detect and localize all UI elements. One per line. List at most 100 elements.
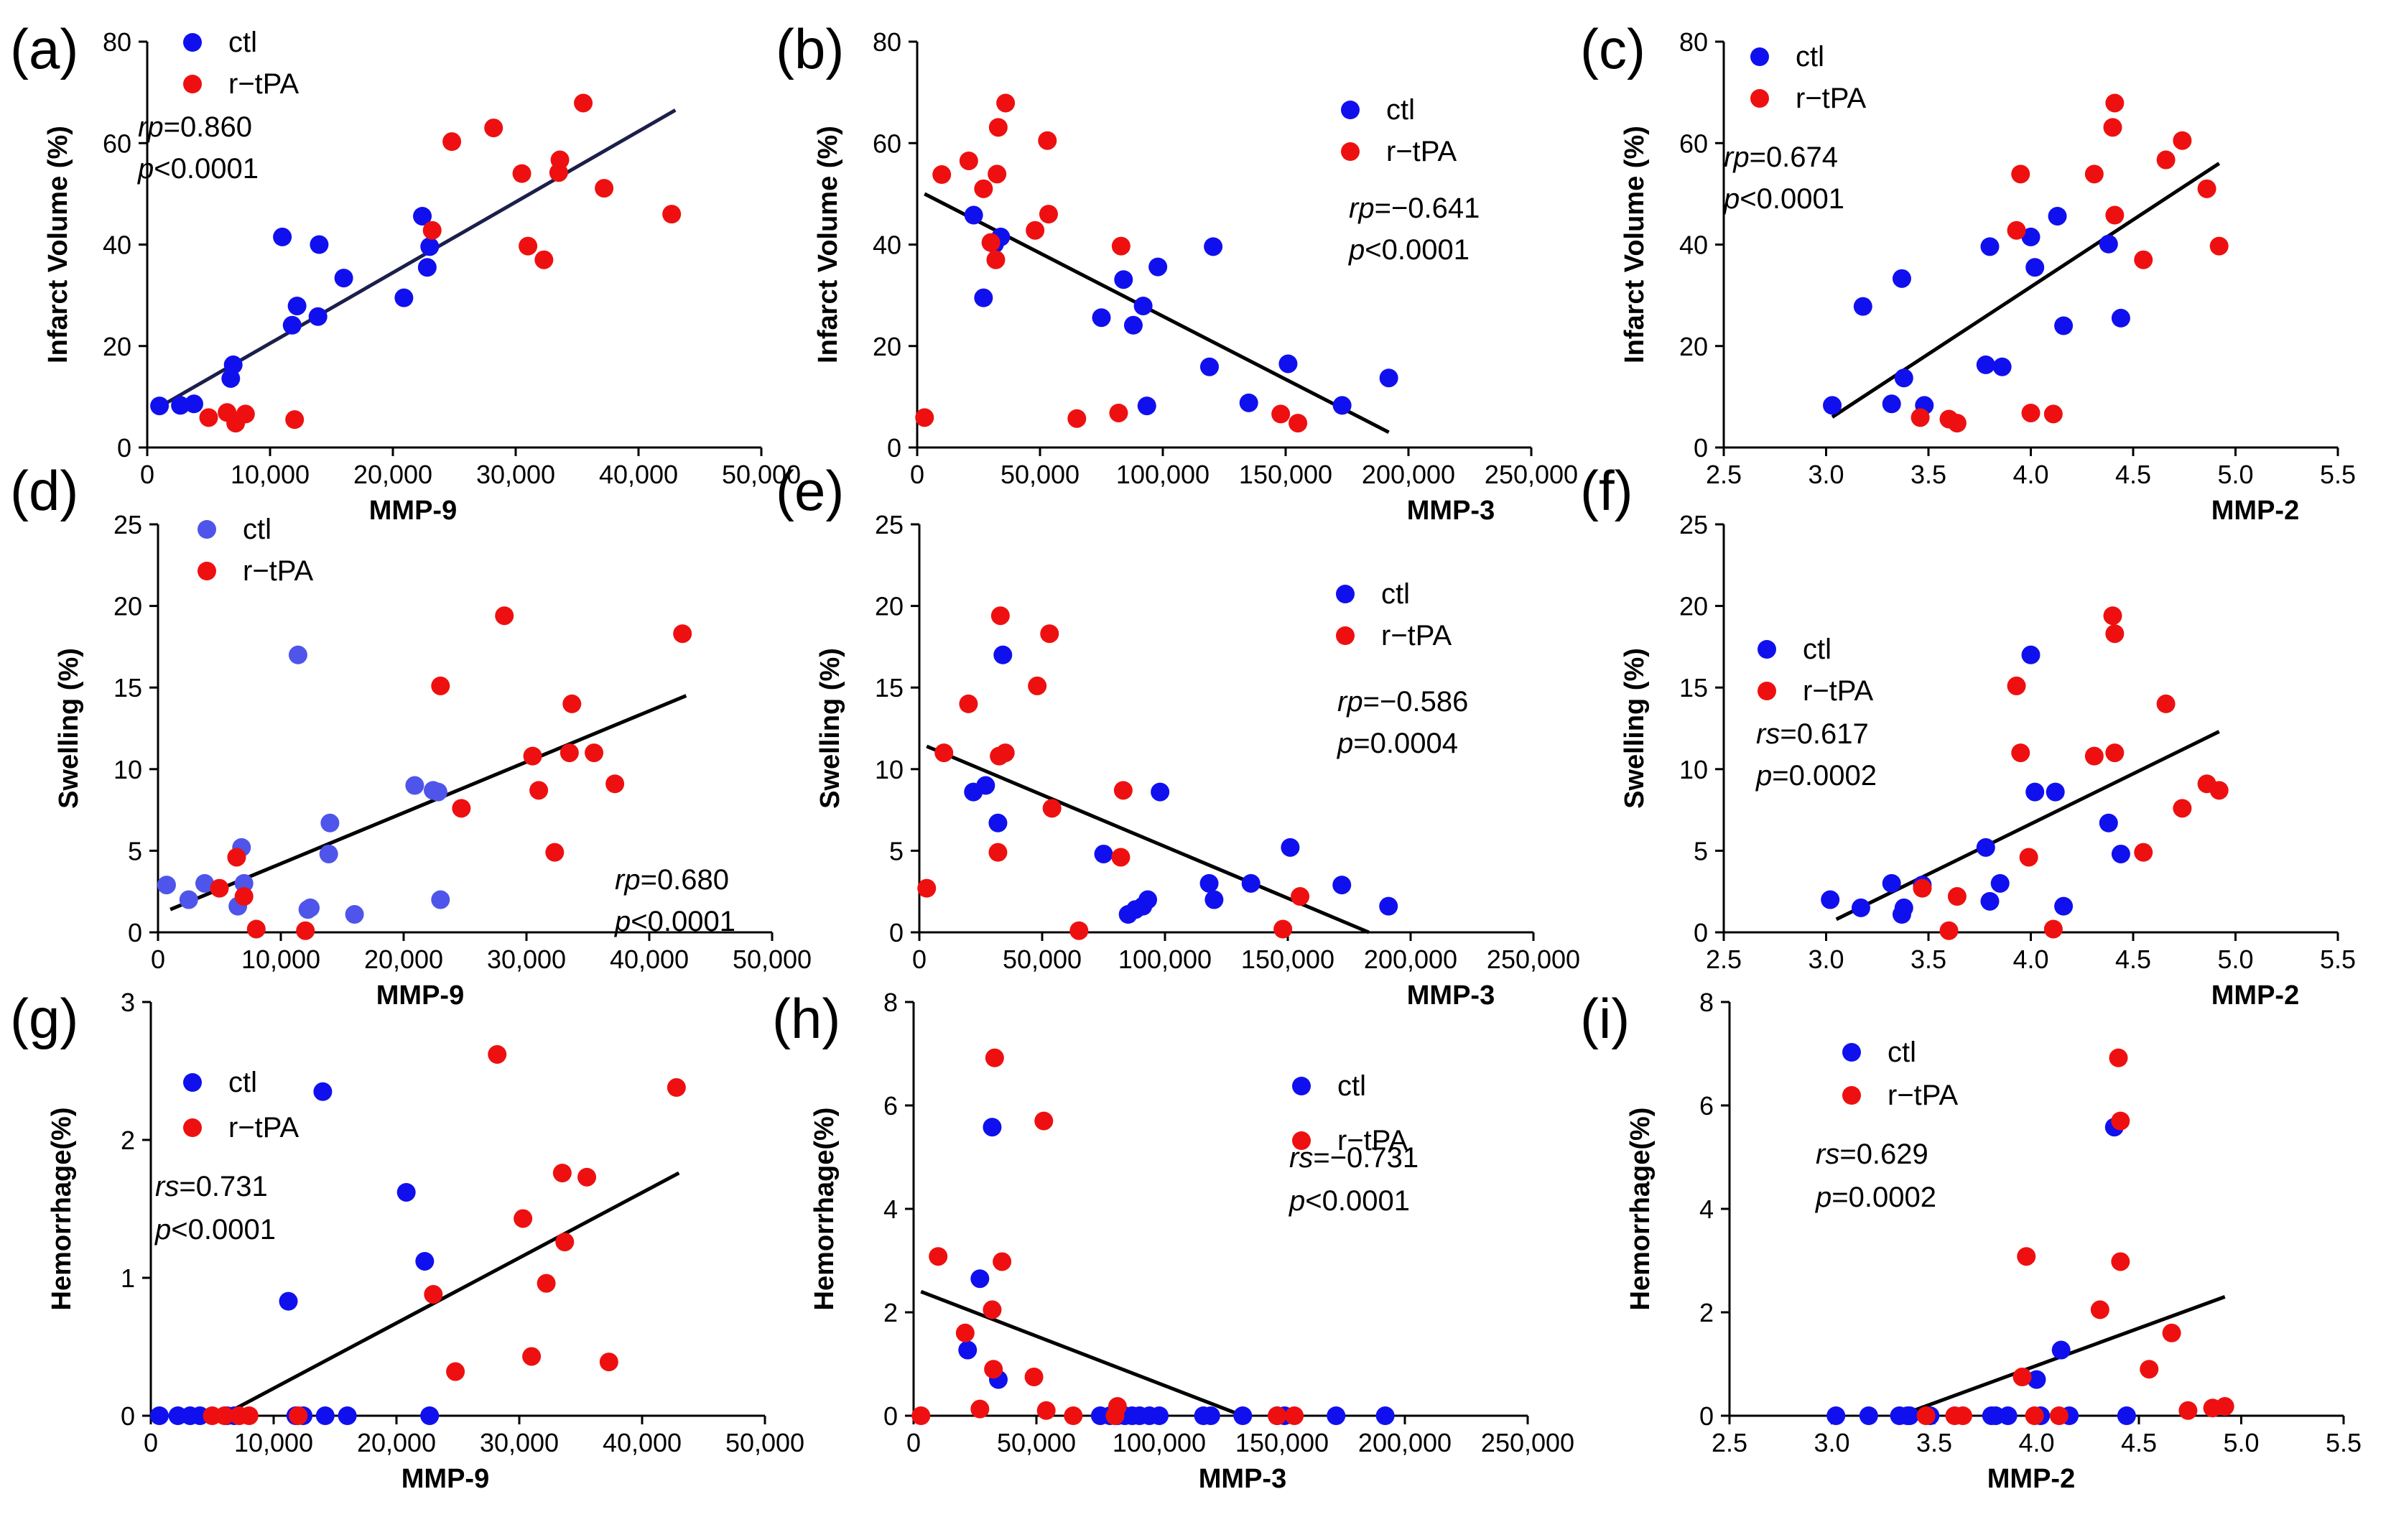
p-value: <0.0001 bbox=[1740, 183, 1844, 215]
x-tick-label: 4.0 bbox=[2012, 945, 2048, 974]
stat-value: =0.629 bbox=[1839, 1138, 1928, 1170]
stat-name: rs bbox=[155, 1171, 179, 1202]
x-tick-label: 40,000 bbox=[610, 945, 689, 974]
rtpa-point bbox=[2111, 1111, 2130, 1131]
legend-marker bbox=[1336, 585, 1355, 603]
legend-label: ctl bbox=[1803, 634, 1831, 665]
rtpa-point bbox=[2209, 236, 2229, 256]
rtpa-point bbox=[446, 1362, 465, 1381]
ctl-point bbox=[301, 898, 320, 917]
rtpa-point bbox=[595, 179, 614, 198]
ctl-point bbox=[345, 905, 364, 924]
rtpa-point bbox=[1913, 878, 1932, 898]
ctl-point bbox=[2046, 782, 2065, 802]
x-tick-label: 200,000 bbox=[1362, 460, 1455, 489]
x-tick-label: 4.5 bbox=[2121, 1428, 2157, 1457]
y-tick-label: 0 bbox=[121, 1401, 135, 1431]
y-tick-label: 1 bbox=[121, 1263, 135, 1293]
ctl-point bbox=[1092, 308, 1111, 328]
p-value-stat: p<0.0001 bbox=[1289, 1185, 1410, 1217]
ctl-point bbox=[1204, 237, 1223, 256]
ctl-point bbox=[273, 227, 292, 246]
rtpa-point bbox=[545, 843, 565, 862]
y-tick-label: 80 bbox=[1679, 27, 1708, 57]
y-tick-label: 40 bbox=[873, 231, 901, 260]
y-tick-label: 6 bbox=[1699, 1091, 1714, 1121]
legend-marker bbox=[1842, 1086, 1861, 1105]
legend-label: r−tPA bbox=[1796, 83, 1867, 114]
legend-marker bbox=[1341, 142, 1360, 161]
rtpa-point bbox=[934, 743, 954, 763]
stat-name: rs bbox=[1289, 1142, 1313, 1174]
rtpa-point bbox=[289, 1406, 308, 1425]
ctl-point bbox=[1882, 394, 1901, 414]
rtpa-point bbox=[2134, 250, 2153, 269]
rtpa-point bbox=[2084, 746, 2104, 766]
rtpa-point bbox=[442, 132, 462, 152]
rtpa-point bbox=[2049, 1406, 2069, 1425]
ctl-point bbox=[2027, 1370, 2046, 1389]
rtpa-point bbox=[1040, 624, 1059, 644]
stat-value: =−0.641 bbox=[1375, 192, 1480, 224]
rtpa-point bbox=[1947, 887, 1967, 906]
ctl-point bbox=[1976, 838, 1995, 857]
x-tick-label: 0 bbox=[151, 945, 165, 974]
rtpa-point bbox=[2178, 1401, 2198, 1420]
rtpa-point bbox=[2156, 694, 2176, 713]
ctl-point bbox=[415, 1251, 435, 1271]
x-tick-label: 2.5 bbox=[1712, 1428, 1747, 1457]
ctl-point bbox=[420, 1406, 440, 1425]
y-tick-label: 20 bbox=[1679, 592, 1708, 621]
rtpa-point bbox=[431, 676, 450, 695]
legend-label: ctl bbox=[1337, 1070, 1366, 1102]
x-tick-label: 20,000 bbox=[357, 1428, 436, 1457]
ctl-point bbox=[234, 873, 254, 893]
y-tick-label: 25 bbox=[1679, 510, 1708, 539]
correlation-stat: rs=0.731 bbox=[155, 1171, 268, 1202]
y-tick-label: 0 bbox=[1694, 918, 1708, 947]
y-tick-label: 60 bbox=[103, 129, 131, 158]
ctl-point bbox=[157, 876, 176, 895]
x-tick-label: 4.0 bbox=[2012, 460, 2048, 489]
legend-marker bbox=[1758, 640, 1776, 659]
ctl-point bbox=[1133, 296, 1153, 315]
y-tick-label: 10 bbox=[875, 755, 904, 784]
p-name: p bbox=[1337, 728, 1353, 759]
ctl-point bbox=[1900, 1406, 1919, 1425]
rtpa-point bbox=[1113, 781, 1133, 800]
legend-marker bbox=[1758, 682, 1776, 700]
y-tick-label: 20 bbox=[873, 332, 901, 361]
rtpa-point bbox=[514, 1209, 533, 1228]
rtpa-point bbox=[550, 150, 570, 170]
correlation-stat: rs=−0.731 bbox=[1289, 1142, 1419, 1174]
ctl-point bbox=[394, 288, 414, 307]
ctl-point bbox=[2111, 844, 2130, 863]
rtpa-point bbox=[2012, 1368, 2032, 1386]
y-tick-label: 40 bbox=[103, 231, 131, 260]
rtpa-point bbox=[983, 1300, 1002, 1319]
y-tick-label: 0 bbox=[1699, 1401, 1714, 1431]
rtpa-point bbox=[560, 743, 579, 763]
rtpa-point bbox=[1916, 1406, 1936, 1425]
rtpa-point bbox=[1028, 676, 1047, 695]
rtpa-point bbox=[1947, 414, 1967, 433]
ctl-point bbox=[1239, 393, 1258, 412]
rtpa-point bbox=[452, 799, 471, 818]
panel-label: (e) bbox=[776, 459, 844, 522]
ctl-point bbox=[1375, 1406, 1395, 1425]
p-value-stat: p=0.0002 bbox=[1755, 760, 1877, 792]
y-tick-label: 0 bbox=[883, 1401, 898, 1431]
ctl-point bbox=[413, 206, 432, 226]
rtpa-point bbox=[512, 164, 531, 183]
stat-name: rp bbox=[615, 864, 641, 896]
x-tick-label: 20,000 bbox=[353, 460, 432, 489]
x-axis-title: MMP-3 bbox=[1407, 980, 1495, 1011]
x-tick-label: 200,000 bbox=[1364, 945, 1457, 974]
legend-label: r−tPA bbox=[1381, 620, 1452, 651]
legend-label: ctl bbox=[1386, 94, 1415, 126]
y-tick-label: 20 bbox=[103, 332, 131, 361]
correlation-stat: rp=−0.641 bbox=[1349, 192, 1480, 224]
legend-marker bbox=[183, 33, 202, 52]
legend-label: r−tPA bbox=[1337, 1125, 1408, 1156]
y-axis-title: Infarct Volume (%) bbox=[1620, 126, 1650, 363]
